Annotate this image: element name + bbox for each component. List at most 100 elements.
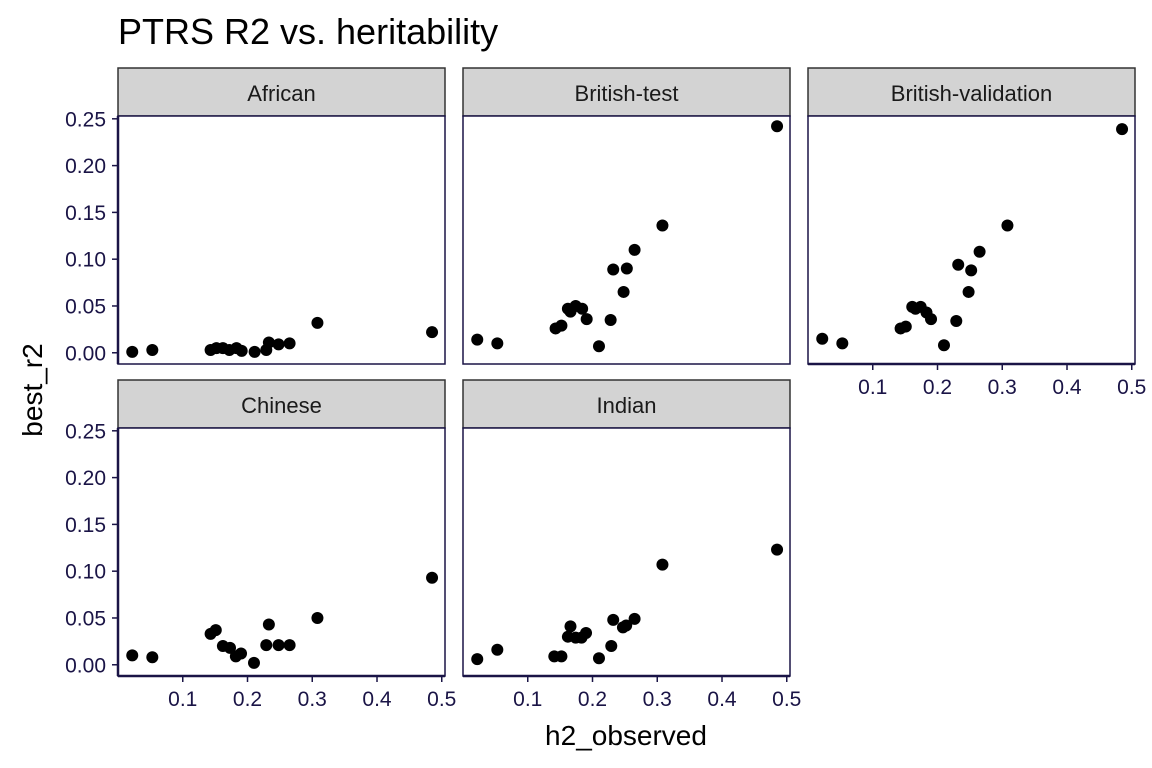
data-point-chinese — [272, 639, 285, 652]
panel-indian: Indian 0.1 0.2 0.3 0.4 0.5 — [462, 379, 801, 711]
data-point-chinese — [235, 647, 248, 660]
x-tick-label: 0.4 — [707, 688, 737, 711]
data-point-chinese — [426, 571, 439, 584]
y-tick-label: 0.00 — [65, 342, 106, 365]
strip-label-british-test: British-test — [575, 81, 679, 106]
data-point-british-test — [607, 263, 620, 276]
x-tick-label: 0.1 — [858, 376, 887, 399]
data-point-indian — [620, 619, 633, 632]
data-point-british-validation — [962, 285, 975, 298]
strip-label-chinese: Chinese — [241, 393, 322, 418]
strip-label-indian: Indian — [597, 393, 657, 418]
data-point-african — [283, 337, 296, 350]
strip-label-british-validation: British-validation — [891, 81, 1052, 106]
y-tick-label: 0.15 — [65, 514, 106, 537]
x-tick-label: 0.2 — [578, 688, 607, 711]
x-tick-label: 0.2 — [923, 376, 952, 399]
y-tick-label: 0.20 — [65, 155, 106, 178]
data-point-british-test — [771, 120, 784, 133]
data-point-british-test — [471, 333, 484, 346]
strip-african — [117, 67, 446, 117]
x-tick-label: 0.1 — [168, 688, 197, 711]
x-tick-label: 0.1 — [513, 688, 542, 711]
plot-area-chinese — [117, 427, 446, 677]
data-point-british-validation — [836, 337, 849, 350]
x-tick-label: 0.3 — [298, 688, 327, 711]
y-tick-label: 0.05 — [65, 607, 106, 630]
data-point-african — [272, 338, 285, 351]
y-tick-label: 0.00 — [65, 654, 106, 677]
panel-chinese: Chinese 0.00 0.05 0.10 0.15 0.20 0.25 0.1 0.2 0.3… — [65, 379, 456, 711]
strip-british-validation — [807, 67, 1136, 117]
data-point-indian — [605, 640, 618, 653]
panel-african: African 0.00 0.05 0.10 0.15 0.20 0.25 — [65, 67, 446, 365]
data-point-indian — [491, 643, 504, 656]
x-tick-label: 0.2 — [233, 688, 262, 711]
y-tick-label: 0.10 — [65, 561, 106, 584]
strip-label-african: African — [247, 81, 315, 106]
data-point-chinese — [209, 624, 222, 637]
data-point-indian — [580, 626, 593, 639]
data-point-british-validation — [965, 264, 978, 277]
data-point-african — [262, 336, 275, 349]
data-point-british-test — [617, 285, 630, 298]
data-point-british-validation — [925, 313, 938, 326]
x-tick-label: 0.3 — [643, 688, 672, 711]
y-tick-label: 0.25 — [65, 420, 106, 443]
y-tick-label: 0.25 — [65, 108, 106, 131]
data-point-chinese — [126, 649, 139, 662]
y-axis-title: best_r2 — [17, 343, 48, 436]
data-point-african — [126, 345, 139, 358]
data-point-british-test — [620, 262, 633, 275]
chart-title: PTRS R2 vs. heritability — [118, 11, 498, 52]
panel-british-test: British-test — [462, 67, 791, 365]
data-point-british-validation — [1116, 123, 1129, 136]
plot-area-indian — [462, 427, 791, 677]
y-tick-label: 0.20 — [65, 467, 106, 490]
data-point-indian — [771, 543, 784, 556]
x-tick-label: 0.5 — [772, 688, 801, 711]
panel-british-validation: British-validation 0.1 0.2 0.3 0.4 0.5 — [807, 67, 1146, 399]
data-point-british-test — [555, 319, 568, 332]
data-point-indian — [628, 612, 641, 625]
x-axis-title: h2_observed — [545, 720, 707, 751]
data-point-indian — [564, 620, 577, 633]
y-tick-label: 0.15 — [65, 202, 106, 225]
x-tick-label: 0.5 — [427, 688, 456, 711]
strip-chinese — [117, 379, 446, 429]
data-point-indian — [656, 558, 669, 571]
strip-british-test — [462, 67, 791, 117]
x-tick-label: 0.4 — [1052, 376, 1082, 399]
data-point-british-test — [656, 219, 669, 232]
data-point-british-validation — [899, 320, 912, 333]
plot-area-british-test — [462, 115, 791, 365]
data-point-chinese — [260, 639, 273, 652]
data-point-british-validation — [973, 245, 986, 258]
data-point-british-test — [604, 314, 617, 327]
y-tick-label: 0.05 — [65, 295, 106, 318]
data-point-african — [426, 326, 439, 339]
data-point-chinese — [224, 641, 237, 654]
y-tick-label: 0.10 — [65, 249, 106, 272]
data-point-african — [235, 344, 248, 357]
x-tick-label: 0.4 — [362, 688, 392, 711]
data-point-african — [248, 345, 261, 358]
data-point-indian — [471, 653, 484, 666]
data-point-british-test — [580, 313, 593, 326]
data-point-indian — [607, 613, 620, 626]
x-tick-label: 0.3 — [988, 376, 1017, 399]
data-point-british-test — [628, 243, 641, 256]
data-point-british-test — [592, 340, 605, 353]
data-point-british-test — [576, 302, 589, 315]
panels-layer: African 0.00 0.05 0.10 0.15 0.20 0.25 British-t… — [65, 67, 1146, 711]
x-tick-label: 0.5 — [1117, 376, 1146, 399]
data-point-british-validation — [950, 314, 963, 327]
data-point-chinese — [247, 656, 260, 669]
data-point-african — [146, 343, 159, 356]
plot-area-african — [117, 115, 446, 365]
data-point-chinese — [283, 639, 296, 652]
data-point-british-validation — [1001, 219, 1014, 232]
data-point-chinese — [311, 611, 324, 624]
